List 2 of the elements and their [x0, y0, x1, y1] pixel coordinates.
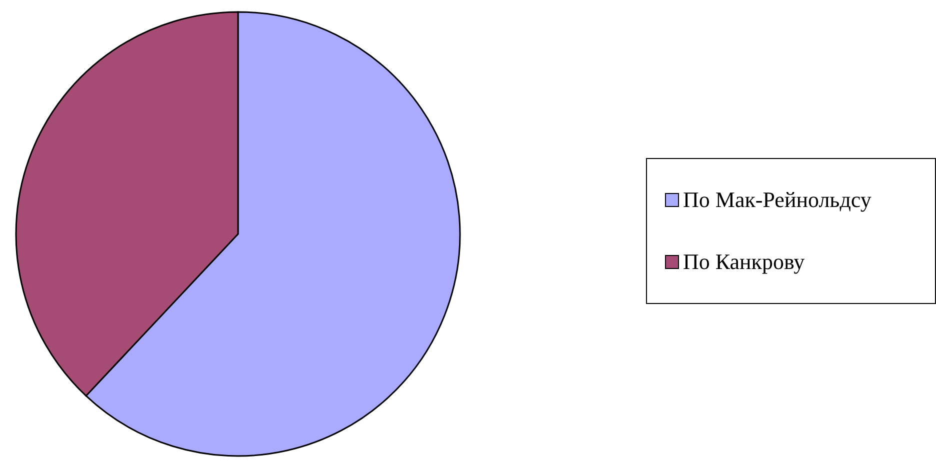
legend-label: По Канкрову	[683, 248, 805, 274]
legend-label: По Мак-Рейнольдсу	[683, 186, 872, 212]
